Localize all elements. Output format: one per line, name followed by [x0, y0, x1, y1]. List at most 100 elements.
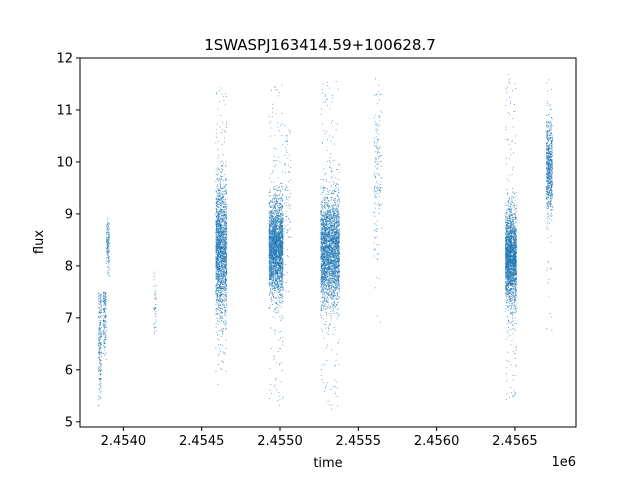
data-point: [220, 245, 222, 247]
data-point: [279, 189, 281, 191]
data-point: [224, 226, 226, 228]
data-point: [272, 231, 274, 233]
data-point: [273, 274, 275, 276]
data-point: [217, 246, 219, 248]
data-point: [270, 214, 272, 216]
data-point: [108, 275, 110, 277]
data-point: [281, 236, 283, 237]
data-point: [217, 253, 219, 255]
data-point: [222, 257, 224, 259]
data-point: [219, 246, 221, 248]
data-point: [278, 277, 280, 279]
data-point: [225, 253, 227, 255]
data-point: [224, 223, 225, 225]
data-point: [108, 248, 110, 250]
data-point: [223, 230, 225, 232]
data-point: [217, 235, 219, 237]
data-point: [103, 321, 105, 323]
data-point: [99, 360, 101, 362]
data-point: [278, 251, 280, 253]
data-point: [220, 284, 222, 285]
data-point: [216, 296, 218, 298]
data-point: [281, 249, 283, 251]
data-point: [270, 195, 271, 197]
data-point: [216, 257, 218, 259]
data-point: [273, 237, 275, 239]
data-point: [218, 254, 220, 256]
data-point: [222, 293, 223, 295]
data-point: [221, 304, 223, 306]
data-point: [280, 275, 282, 277]
data-point: [270, 224, 271, 225]
data-point: [100, 298, 102, 300]
data-point: [105, 292, 107, 294]
data-point: [270, 213, 272, 215]
data-point: [279, 182, 281, 184]
data-point: [277, 237, 279, 239]
data-point: [224, 282, 226, 284]
data-point: [220, 165, 222, 167]
data-point: [276, 241, 278, 243]
data-point: [268, 241, 270, 243]
data-point: [220, 243, 222, 245]
data-point: [220, 257, 222, 259]
data-point: [274, 231, 276, 233]
data-point: [275, 268, 277, 270]
data-point: [271, 241, 273, 243]
data-point: [275, 224, 277, 226]
data-point: [215, 240, 217, 242]
data-point: [218, 180, 219, 182]
data-point: [106, 273, 108, 275]
data-point: [225, 250, 227, 252]
data-point: [218, 225, 220, 227]
data-point: [221, 221, 223, 223]
data-point: [278, 220, 279, 222]
data-point: [270, 277, 272, 278]
data-point: [219, 277, 221, 279]
data-point: [275, 250, 277, 252]
data-point: [268, 216, 270, 218]
data-point: [282, 227, 284, 229]
data-point: [225, 238, 227, 240]
data-point: [280, 213, 282, 215]
data-point: [277, 287, 279, 289]
data-point: [215, 291, 217, 293]
data-point: [280, 196, 282, 198]
data-point: [220, 246, 222, 248]
data-point: [271, 273, 273, 274]
data-point: [217, 286, 219, 288]
data-point: [218, 299, 219, 301]
data-point: [270, 261, 272, 263]
data-point: [277, 262, 279, 264]
data-point: [270, 181, 272, 183]
data-point: [218, 252, 219, 254]
data-point: [270, 232, 272, 234]
data-point: [223, 232, 224, 234]
data-point: [273, 224, 275, 226]
data-point: [100, 356, 102, 358]
data-point: [217, 206, 219, 208]
data-point: [278, 218, 280, 220]
data-point: [226, 259, 228, 261]
data-point: [222, 154, 224, 156]
data-point: [280, 217, 282, 219]
data-point: [271, 277, 273, 278]
data-point: [274, 243, 276, 245]
data-point: [216, 123, 218, 125]
data-point: [220, 266, 222, 267]
data-point: [282, 264, 284, 266]
data-point: [222, 241, 224, 243]
data-point: [224, 261, 226, 263]
data-point: [104, 333, 106, 335]
data-point: [217, 250, 219, 252]
data-point: [279, 249, 281, 251]
data-point: [274, 210, 276, 212]
data-point: [278, 240, 280, 242]
data-point: [276, 278, 278, 280]
data-point: [98, 395, 99, 397]
data-point: [215, 224, 217, 226]
data-point: [223, 223, 225, 225]
data-point: [269, 269, 271, 271]
data-point: [276, 228, 278, 230]
data-point: [274, 237, 276, 239]
